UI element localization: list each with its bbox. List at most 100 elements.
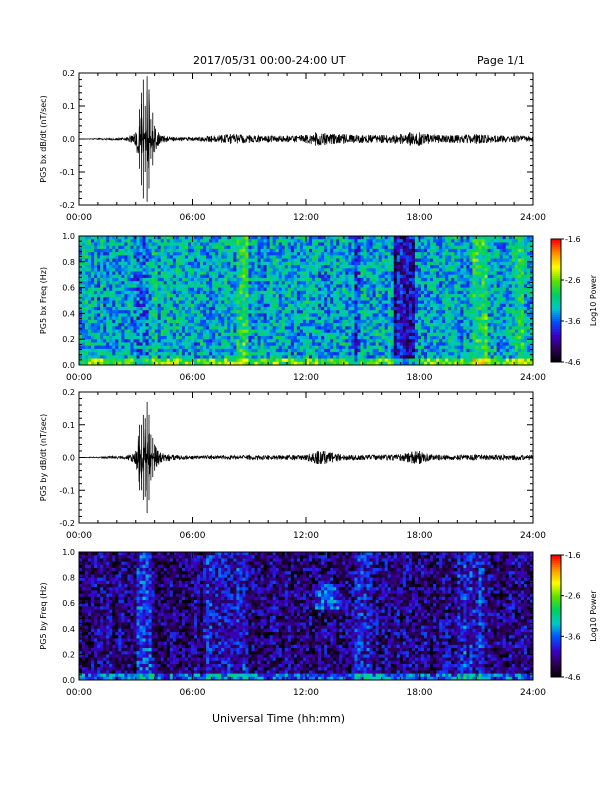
spectrogram-cell: [175, 332, 180, 337]
spectrogram-cell: [369, 287, 373, 292]
spectrogram-cell: [221, 284, 225, 289]
spectrogram-cell: [227, 242, 231, 247]
spectrogram-cell: [97, 352, 101, 356]
spectrogram-cell: [172, 352, 177, 356]
spectrogram-cell: [442, 281, 446, 285]
spectrogram-cell: [139, 361, 143, 366]
spectrogram-cell: [206, 348, 210, 353]
spectrogram-cell: [148, 255, 153, 259]
spectrogram-cell: [357, 319, 361, 324]
spectrogram-cell: [393, 242, 398, 247]
spectrogram-cell: [372, 345, 377, 350]
spectrogram-cell: [79, 332, 83, 337]
spectrogram-cell: [139, 332, 143, 337]
spectrogram-cell: [427, 348, 431, 353]
spectrogram-cell: [106, 236, 110, 240]
spectrogram-cell: [97, 290, 101, 295]
spectrogram-cell: [417, 281, 422, 285]
spectrogram-cell: [366, 268, 370, 272]
spectrogram-cell: [369, 297, 373, 301]
spectrogram-cell: [130, 313, 134, 318]
spectrogram-cell: [417, 255, 422, 259]
spectrogram-cell: [414, 236, 419, 240]
spectrogram-cell: [281, 332, 286, 337]
spectrogram-cell: [417, 345, 422, 350]
spectrogram-cell: [163, 271, 168, 276]
spectrogram-cell: [272, 335, 277, 340]
spectrogram-cell: [272, 355, 277, 359]
spectrogram-cell: [296, 287, 301, 292]
spectrogram-cell: [200, 261, 204, 266]
spectrogram-cell: [157, 255, 162, 259]
spectrogram-cell: [154, 339, 159, 343]
spectrogram-cell: [142, 361, 146, 366]
spectrogram-cell: [130, 248, 134, 253]
spectrogram-cell: [348, 348, 352, 353]
spectrogram-cell: [381, 236, 386, 240]
spectrogram-cell: [166, 352, 171, 356]
spectrogram-cell: [321, 268, 325, 272]
spectrogram-cell: [327, 355, 331, 359]
spectrogram-cell: [133, 332, 137, 337]
spectrogram-cell: [88, 281, 92, 285]
spectrogram-cell: [321, 319, 325, 324]
spectrogram-cell: [330, 287, 334, 292]
spectrogram-cell: [290, 284, 295, 289]
spectrogram-cell: [94, 255, 98, 259]
spectrogram-cell: [411, 329, 416, 334]
spectrogram-cell: [345, 277, 349, 282]
spectrogram-cell: [390, 255, 395, 259]
spectrogram-cell: [336, 236, 340, 240]
spectrogram-cell: [299, 303, 304, 308]
spectrogram-cell: [411, 268, 416, 272]
spectrogram-cell: [357, 358, 361, 363]
spectrogram-cell: [184, 294, 189, 298]
spectrogram-cell: [100, 294, 104, 298]
spectrogram-cell: [221, 281, 225, 285]
spectrogram-cell: [148, 342, 153, 347]
spectrogram-cell: [236, 284, 240, 289]
spectrogram-cell: [436, 274, 440, 279]
spectrogram-cell: [151, 274, 156, 279]
spectrogram-cell: [236, 239, 240, 243]
spectrogram-cell: [103, 281, 107, 285]
spectrogram-cell: [375, 326, 380, 330]
spectrogram-cell: [312, 258, 316, 263]
spectrogram-cell: [372, 245, 377, 250]
spectrogram-cell: [178, 326, 183, 330]
spectrogram-cell: [106, 271, 110, 276]
spectrogram-cell: [239, 274, 243, 279]
spectrogram-cell: [281, 345, 286, 350]
spectrogram-cell: [315, 303, 319, 308]
spectrogram-cell: [333, 332, 337, 337]
spectrogram-cell: [417, 290, 422, 295]
spectrogram-cell: [390, 258, 395, 263]
spectrogram-cell: [302, 268, 307, 272]
spectrogram-cell: [439, 268, 443, 272]
spectrogram-cell: [296, 345, 301, 350]
spectrogram-cell: [181, 261, 186, 266]
spectrogram-cell: [299, 300, 304, 305]
spectrogram-cell: [360, 297, 364, 301]
spectrogram-cell: [218, 326, 222, 330]
spectrogram-cell: [324, 329, 328, 334]
spectrogram-cell: [82, 255, 86, 259]
spectrogram-cell: [345, 290, 349, 295]
spectrogram-cell: [275, 261, 280, 266]
spectrogram-cell: [396, 326, 401, 330]
spectrogram-cell: [387, 352, 392, 356]
spectrogram-cell: [433, 287, 437, 292]
spectrogram-cell: [405, 300, 410, 305]
spectrogram-cell: [345, 284, 349, 289]
spectrogram-cell: [169, 271, 174, 276]
spectrogram-cell: [312, 348, 316, 353]
spectrogram-cell: [218, 236, 222, 240]
spectrogram-cell: [312, 316, 316, 321]
spectrogram-cell: [287, 297, 292, 301]
spectrogram-cell: [324, 297, 328, 301]
spectrogram-cell: [408, 261, 413, 266]
spectrogram-cell: [278, 329, 283, 334]
spectrogram-cell: [154, 335, 159, 340]
spectrogram-cell: [278, 306, 283, 311]
spectrogram-cell: [302, 319, 307, 324]
